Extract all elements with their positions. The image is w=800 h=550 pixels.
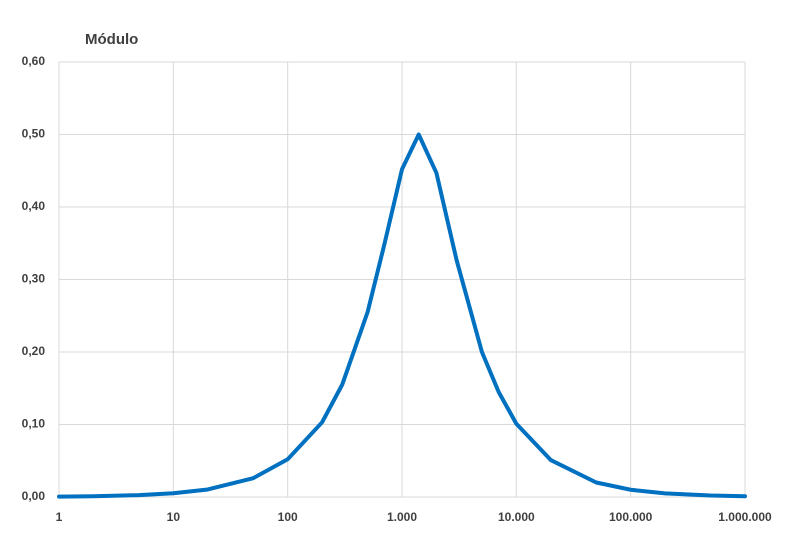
x-tick-label: 100 bbox=[278, 510, 298, 524]
x-tick-label: 10 bbox=[167, 510, 181, 524]
y-tick-label: 0,20 bbox=[22, 344, 46, 358]
x-tick-label: 100.000 bbox=[609, 510, 653, 524]
x-tick-label: 1.000.000 bbox=[718, 510, 772, 524]
y-tick-label: 0,60 bbox=[22, 54, 46, 68]
y-tick-label: 0,40 bbox=[22, 199, 46, 213]
y-tick-label: 0,30 bbox=[22, 272, 46, 286]
x-tick-label: 10.000 bbox=[498, 510, 535, 524]
y-tick-label: 0,10 bbox=[22, 417, 46, 431]
x-tick-label: 1 bbox=[56, 510, 63, 524]
chart-title: Módulo bbox=[85, 31, 138, 48]
data-line bbox=[57, 132, 747, 499]
x-tick-label: 1.000 bbox=[387, 510, 417, 524]
y-tick-label: 0,50 bbox=[22, 127, 46, 141]
y-tick-label: 0,00 bbox=[22, 489, 46, 503]
